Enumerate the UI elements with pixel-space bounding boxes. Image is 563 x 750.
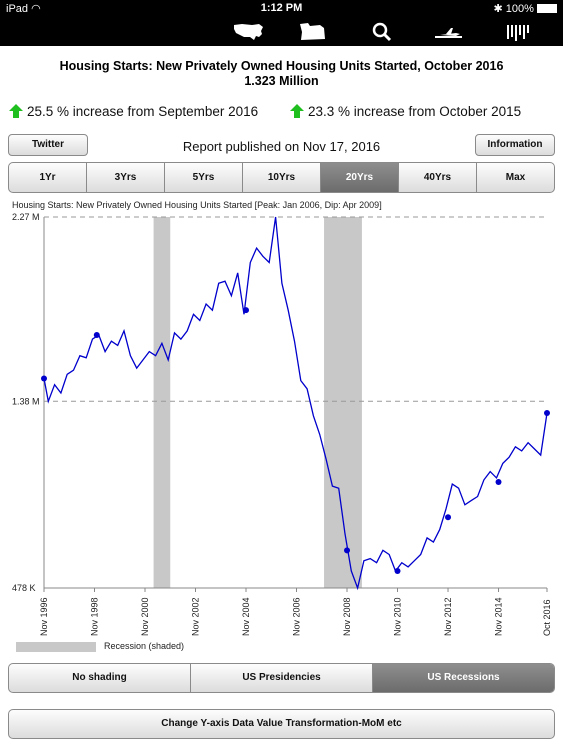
battery-status: ✱ 100% [494, 2, 557, 15]
x-tick-label-6: Nov 2008 [342, 597, 352, 636]
time-range-selector: 1Yr 3Yrs 5Yrs 10Yrs 20Yrs 40Yrs Max [8, 162, 555, 193]
status-time: 1:12 PM [260, 2, 303, 14]
recession-band-1 [324, 217, 362, 588]
x-tick-label-9: Nov 2014 [494, 597, 504, 636]
up-arrow-icon [290, 104, 304, 118]
recession-swatch [16, 642, 96, 652]
wifi-icon: ◠ [31, 3, 41, 15]
range-20yrs[interactable]: 20Yrs [321, 163, 399, 192]
transform-button[interactable]: Change Y-axis Data Value Transformation-… [8, 709, 555, 739]
status-bar: iPad ◠ 1:12 PM ✱ 100% [0, 0, 563, 18]
x-tick-label-5: Nov 2006 [292, 597, 302, 636]
x-tick-label-2: Nov 2000 [140, 597, 150, 636]
data-point-7 [544, 410, 550, 417]
range-3yrs[interactable]: 3Yrs [87, 163, 165, 192]
toolbar [0, 18, 563, 46]
data-point-4 [394, 568, 401, 575]
x-tick-label-7: Nov 2010 [393, 597, 403, 636]
bluetooth-icon: ✱ [493, 3, 503, 15]
housing-starts-chart: 478 K 1.38 M 2.27 M Nov 1996 Nov 1998 Nov 200… [12, 212, 552, 636]
up-arrow-icon [9, 104, 23, 118]
shading-none[interactable]: No shading [9, 664, 191, 692]
range-5yrs[interactable]: 5Yrs [165, 163, 243, 192]
range-max[interactable]: Max [505, 172, 526, 183]
shading-recessions[interactable]: US Recessions [373, 664, 554, 692]
report-date: Report published on Nov 17, 2016 [182, 139, 381, 154]
us-map-icon[interactable] [232, 19, 266, 45]
yearly-change: 23.3 % increase from October 2015 [290, 104, 521, 122]
device-name: iPad ◠ [6, 3, 41, 15]
recession-legend-label: Recession (shaded) [104, 641, 185, 651]
x-tick-label-1: Nov 1998 [90, 597, 100, 636]
data-point-5 [445, 514, 452, 521]
range-10yrs[interactable]: 10Yrs [243, 163, 321, 192]
range-1yr[interactable]: 1Yr [9, 163, 87, 192]
x-tick-label-4: Nov 2004 [241, 597, 251, 636]
data-point-0 [41, 375, 47, 382]
data-point-1 [93, 332, 100, 339]
x-tick-label-8: Nov 2012 [443, 597, 453, 636]
x-tick-label-10: Oct 2016 [542, 599, 552, 636]
battery-icon [537, 4, 557, 13]
search-icon[interactable] [366, 19, 400, 45]
y-tick-label-1: 1.38 M [12, 396, 40, 406]
airplane-icon[interactable] [432, 19, 466, 45]
data-point-6 [495, 479, 502, 485]
data-point-2 [243, 307, 250, 314]
recession-band-0 [153, 217, 171, 588]
state-map-icon[interactable] [296, 19, 330, 45]
shading-presidencies[interactable]: US Presidencies [191, 664, 373, 692]
range-40yrs[interactable]: 40Yrs [399, 163, 477, 192]
monthly-change: 25.5 % increase from September 2016 [9, 104, 258, 122]
y-tick-label-0: 478 K [12, 583, 36, 593]
chart-bars-icon[interactable] [502, 19, 536, 45]
shading-selector: No shading US Presidencies US Recessions [8, 663, 555, 693]
twitter-button[interactable]: Twitter [8, 134, 88, 156]
current-value: 1.323 Million [244, 74, 319, 88]
y-tick-label-2: 2.27 M [12, 212, 40, 222]
x-tick-label-3: Nov 2002 [191, 597, 201, 636]
page-title: Housing Starts: New Privately Owned Hous… [59, 59, 504, 73]
x-tick-label-0: Nov 1996 [39, 597, 49, 636]
chart-title: Housing Starts: New Privately Owned Hous… [12, 200, 382, 210]
series-line [43, 216, 548, 591]
information-button[interactable]: Information [475, 134, 555, 156]
data-point-3 [344, 547, 351, 554]
